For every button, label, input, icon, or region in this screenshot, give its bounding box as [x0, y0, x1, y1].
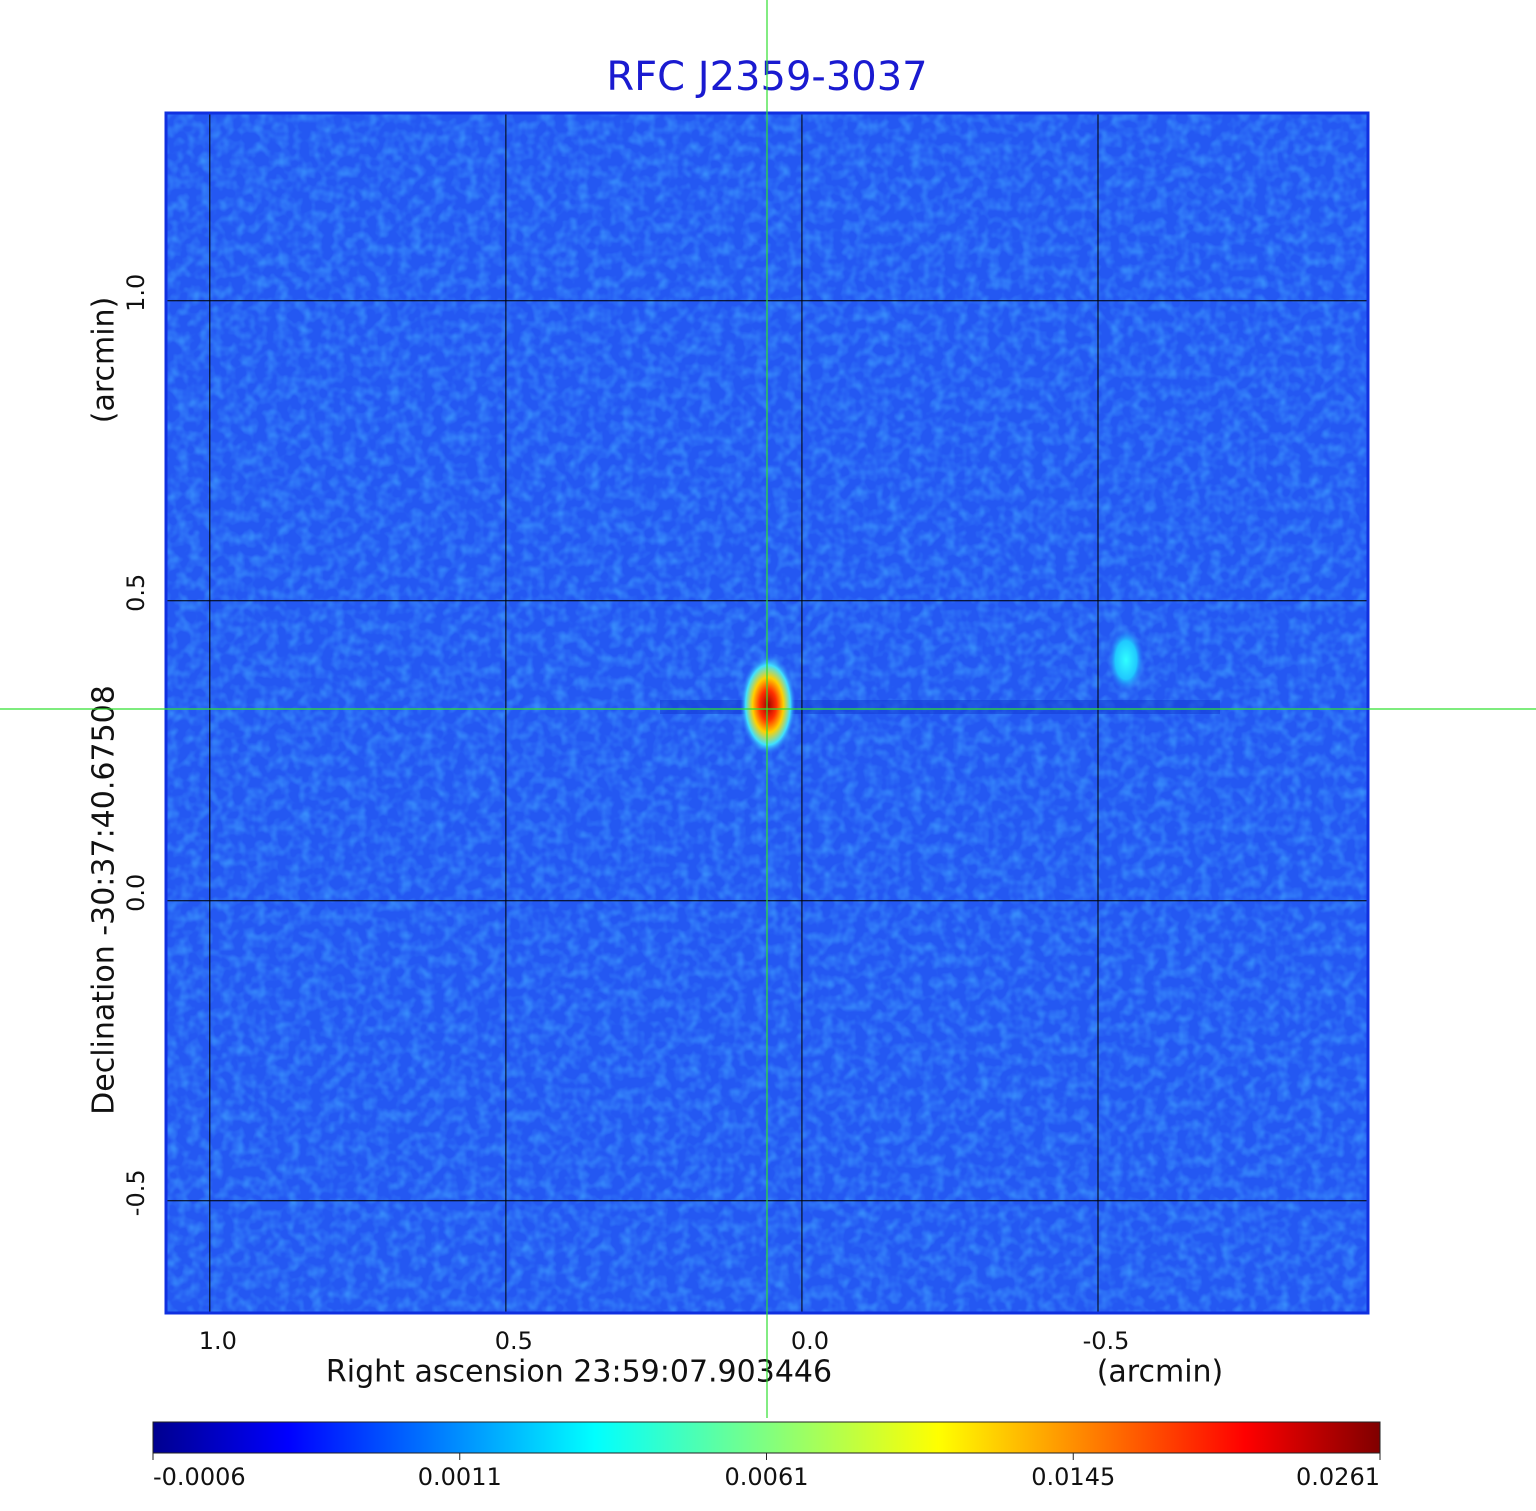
y-axis-label: Declination -30:37:40.67508: [87, 685, 122, 1115]
x-axis-label: Right ascension 23:59:07.903446: [326, 1355, 832, 1390]
x-tick-label: 0.5: [495, 1327, 533, 1355]
image-feature: [660, 700, 1220, 714]
y-tick-label: -0.5: [122, 1169, 150, 1216]
x-tick-label: -0.5: [1083, 1327, 1130, 1355]
y-tick-label: 0.0: [122, 874, 150, 912]
source: [1108, 628, 1144, 692]
colorbar-tick-label: 0.0261: [1296, 1463, 1380, 1491]
colorbar-tick-label: 0.0061: [725, 1463, 809, 1491]
x-tick-label: 0.0: [791, 1327, 829, 1355]
x-tick-label: 1.0: [199, 1327, 237, 1355]
y-tick-label: 0.5: [122, 574, 150, 612]
colorbar-tick-label: 0.0011: [418, 1463, 502, 1491]
source: [740, 655, 796, 755]
colorbar: [152, 1421, 1381, 1454]
y-axis-unit: (arcmin): [87, 297, 122, 424]
colorbar-tick-label: -0.0006: [153, 1463, 246, 1491]
x-axis-unit: (arcmin): [1097, 1355, 1224, 1390]
y-tick-label: 1.0: [122, 274, 150, 312]
colorbar-tick-label: 0.0145: [1031, 1463, 1115, 1491]
